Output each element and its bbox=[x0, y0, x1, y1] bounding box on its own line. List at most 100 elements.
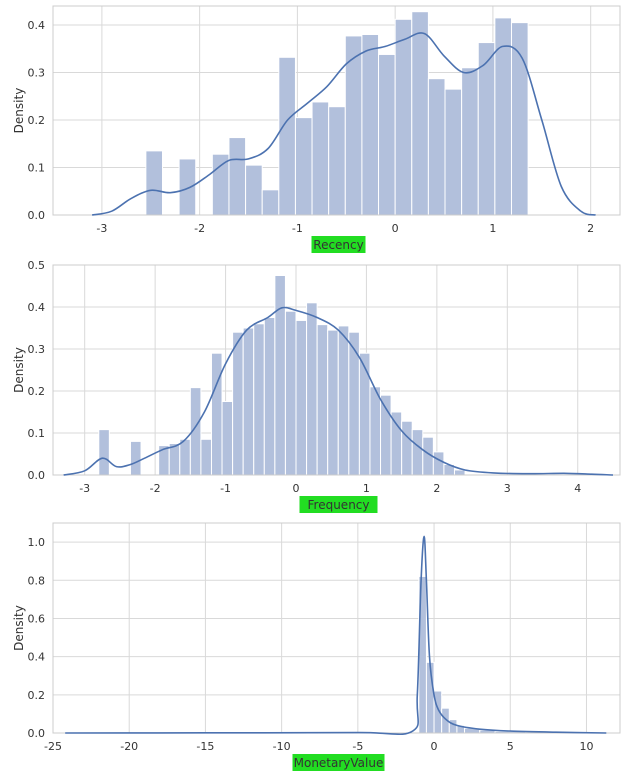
histogram-bar bbox=[510, 22, 529, 216]
y-tick-label: 0.5 bbox=[28, 259, 46, 272]
plot-frame bbox=[52, 5, 621, 216]
histogram-bar bbox=[401, 420, 413, 476]
x-axis-label: MonetaryValue bbox=[294, 756, 384, 770]
x-tick-label: -15 bbox=[196, 740, 214, 753]
histogram-bar bbox=[232, 331, 244, 476]
histogram-bar bbox=[369, 386, 382, 476]
kde-curve bbox=[91, 32, 596, 216]
x-tick-label: 0 bbox=[431, 740, 438, 753]
x-tick-label: -10 bbox=[273, 740, 291, 753]
y-axis-label: Density bbox=[12, 347, 26, 393]
histogram-bar bbox=[448, 719, 458, 734]
histogram-bar bbox=[453, 469, 466, 476]
histogram-bar bbox=[390, 411, 403, 476]
y-tick-label: 0.3 bbox=[28, 67, 46, 80]
histogram-bar bbox=[461, 67, 479, 216]
x-tick-label: 0 bbox=[293, 482, 300, 495]
histogram-bar bbox=[294, 117, 313, 216]
x-label-highlight bbox=[299, 496, 378, 513]
histogram-bar bbox=[210, 352, 223, 476]
histogram-bar bbox=[316, 324, 329, 476]
y-axis-label: Density bbox=[12, 88, 26, 134]
histogram-bar bbox=[337, 325, 350, 476]
histogram-bar bbox=[145, 150, 163, 216]
x-tick-label: -3 bbox=[79, 482, 90, 495]
x-tick-label: -5 bbox=[352, 740, 363, 753]
y-tick-label: 0.4 bbox=[28, 651, 46, 664]
x-tick-label: 3 bbox=[504, 482, 511, 495]
chart-panel-2: -3 -2 -1 0 1 2 3 4 0.0 0.1 0.2 0.3 0.4 0.5 Density Freq… bbox=[12, 259, 621, 513]
histogram-bar bbox=[444, 88, 463, 216]
y-tick-label: 0.0 bbox=[28, 727, 46, 740]
x-tick-label: 10 bbox=[579, 740, 593, 753]
x-label-highlight bbox=[311, 236, 366, 253]
y-tick-label: 0.2 bbox=[28, 114, 46, 127]
x-tick-label: 1 bbox=[489, 222, 496, 235]
x-tick-label: 0 bbox=[392, 222, 399, 235]
histogram-bar bbox=[168, 443, 181, 476]
histogram-bar bbox=[261, 189, 280, 216]
histogram-bar bbox=[311, 101, 330, 216]
x-tick-label: 4 bbox=[574, 482, 581, 495]
x-label-highlight bbox=[292, 754, 385, 771]
histogram-bar bbox=[494, 17, 512, 216]
histogram-bar bbox=[178, 158, 197, 216]
x-tick-label: 5 bbox=[507, 740, 514, 753]
x-tick-label: -1 bbox=[292, 222, 303, 235]
y-tick-label: 0.4 bbox=[28, 301, 46, 314]
histogram-bar bbox=[306, 302, 318, 476]
y-tick-label: 0.4 bbox=[28, 19, 46, 32]
x-tick-label: 1 bbox=[363, 482, 370, 495]
x-tick-label: -1 bbox=[220, 482, 231, 495]
y-tick-label: 0.0 bbox=[28, 209, 46, 222]
x-axis-label: Recency bbox=[313, 238, 363, 252]
histogram-bar bbox=[242, 327, 255, 476]
y-tick-label: 0.1 bbox=[28, 162, 46, 175]
histogram-bar bbox=[361, 34, 380, 216]
histogram-bar bbox=[245, 164, 263, 216]
histogram-bar bbox=[228, 137, 247, 216]
x-axis-label: Frequency bbox=[308, 498, 370, 512]
kde-curve bbox=[65, 535, 607, 736]
histogram-bar bbox=[253, 323, 265, 476]
y-tick-label: 0.1 bbox=[28, 427, 46, 440]
y-tick-label: 0.0 bbox=[28, 469, 46, 482]
histogram-bar bbox=[328, 106, 346, 216]
histogram-bar bbox=[221, 401, 234, 476]
histogram-bar bbox=[477, 42, 496, 216]
x-tick-label: 2 bbox=[587, 222, 594, 235]
histogram-bar bbox=[411, 11, 429, 216]
y-axis-label: Density bbox=[12, 605, 26, 651]
histogram-bar bbox=[129, 440, 142, 476]
y-tick-label: 0.3 bbox=[28, 343, 46, 356]
plot-frame bbox=[52, 264, 621, 476]
histogram-bar bbox=[274, 275, 286, 476]
histogram-bar bbox=[263, 317, 276, 476]
x-tick-label: -25 bbox=[44, 740, 62, 753]
histogram-bar bbox=[358, 352, 371, 476]
kde-curve bbox=[63, 306, 614, 476]
histogram-bar bbox=[211, 153, 230, 216]
chart-panel-3: -25 -20 -15 -10 -5 0 5 10 0.0 0.2 0.4 0.6 0.8 1.0 Dens… bbox=[12, 522, 621, 771]
y-tick-label: 0.2 bbox=[28, 385, 46, 398]
histogram-bar bbox=[284, 310, 297, 476]
histogram-bar bbox=[427, 78, 446, 216]
histogram-bar bbox=[295, 319, 308, 476]
chart-panel-1: -3 -2 -1 0 1 2 0.0 0.1 0.2 0.3 0.4 Density Recency bbox=[12, 5, 621, 253]
histogram-bar bbox=[411, 429, 424, 476]
x-tick-label: -2 bbox=[150, 482, 161, 495]
y-tick-label: 1.0 bbox=[28, 536, 46, 549]
histogram-bar bbox=[378, 53, 396, 216]
plot-frame bbox=[52, 522, 621, 734]
histogram-bar bbox=[200, 438, 212, 476]
histogram-bar bbox=[98, 429, 110, 476]
histogram-bar bbox=[278, 56, 296, 216]
x-tick-label: -2 bbox=[194, 222, 205, 235]
x-tick-label: -3 bbox=[96, 222, 107, 235]
histogram-bar bbox=[179, 438, 191, 476]
y-tick-label: 0.6 bbox=[28, 612, 46, 625]
histogram-bar bbox=[394, 18, 413, 216]
y-tick-label: 0.8 bbox=[28, 574, 46, 587]
histogram-bar bbox=[327, 329, 339, 476]
